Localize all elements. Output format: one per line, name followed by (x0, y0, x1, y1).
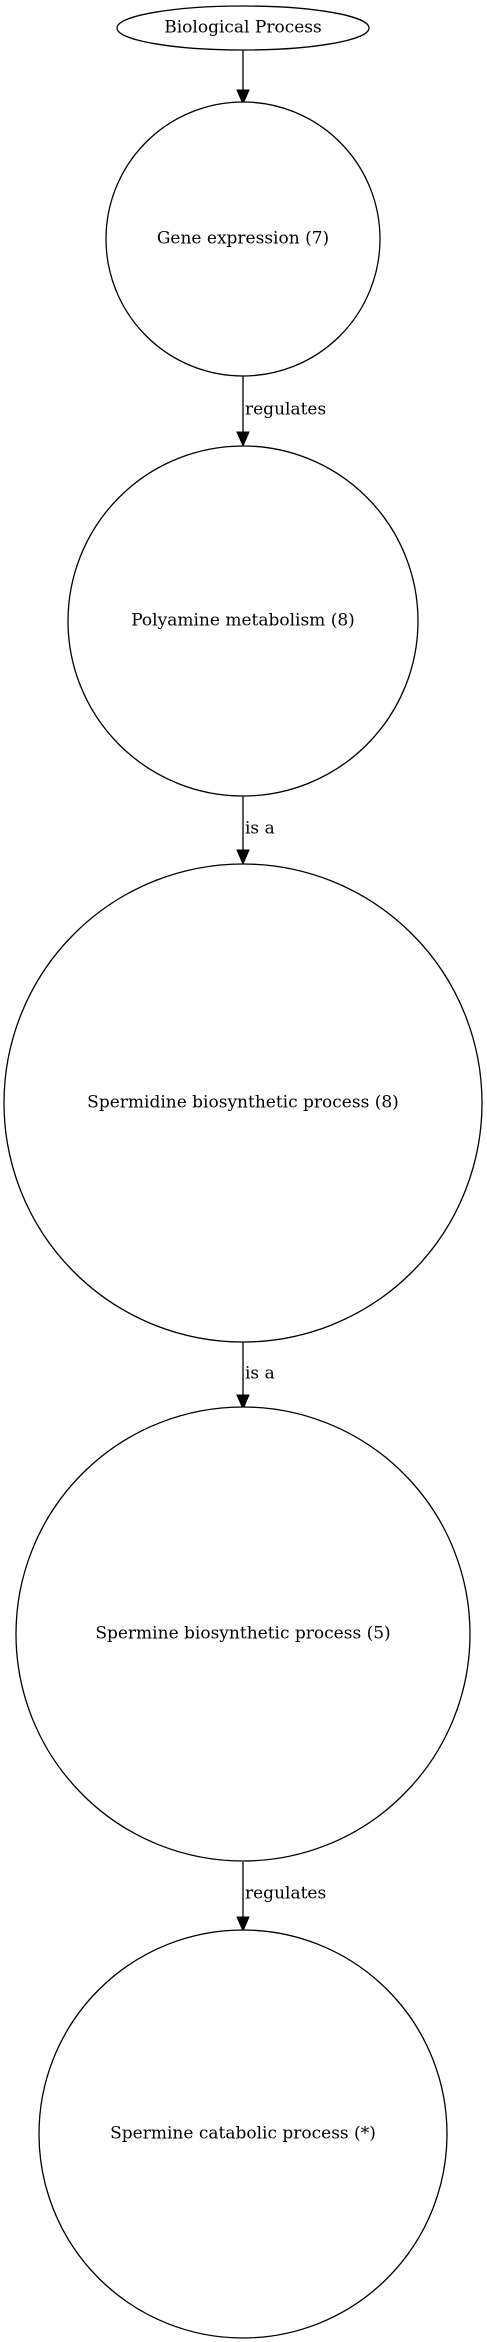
edge-spermidine-biosynthetic-to-spermine-biosynthetic: is a (236, 1342, 275, 1411)
edge-label: is a (245, 1364, 275, 1384)
edge-label: regulates (245, 400, 326, 420)
edge-label: is a (245, 819, 275, 839)
node-label: Polyamine metabolism (8) (131, 611, 355, 631)
node-label: Gene expression (7) (157, 229, 329, 249)
node-label: Spermidine biosynthetic process (8) (87, 1093, 399, 1113)
node-gene-expression[interactable]: Gene expression (7) (105, 101, 381, 377)
edge-gene-expression-to-polyamine-metabolism: regulates (236, 376, 326, 448)
edge-label: regulates (245, 1884, 326, 1904)
node-label: Spermine catabolic process (*) (110, 2124, 376, 2144)
edge-polyamine-metabolism-to-spermidine-biosynthetic: is a (236, 796, 275, 866)
node-biological-process[interactable]: Biological Process (116, 5, 370, 51)
edge-spermine-biosynthetic-to-spermine-catabolic: regulates (236, 1862, 326, 1933)
arrowhead-icon (236, 849, 250, 866)
node-polyamine-metabolism[interactable]: Polyamine metabolism (8) (67, 445, 419, 797)
arrowhead-icon (236, 89, 250, 106)
node-label: Biological Process (164, 18, 321, 38)
node-spermine-catabolic-process[interactable]: Spermine catabolic process (*) (38, 1929, 448, 2339)
node-spermine-biosynthetic-process[interactable]: Spermine biosynthetic process (5) (15, 1406, 471, 1862)
arrowhead-icon (236, 431, 250, 448)
edge-root-to-gene-expression (236, 46, 250, 106)
arrowhead-icon (236, 1916, 250, 1933)
node-label: Spermine biosynthetic process (5) (95, 1624, 390, 1644)
node-spermidine-biosynthetic-process[interactable]: Spermidine biosynthetic process (8) (3, 863, 483, 1343)
arrowhead-icon (236, 1394, 250, 1411)
